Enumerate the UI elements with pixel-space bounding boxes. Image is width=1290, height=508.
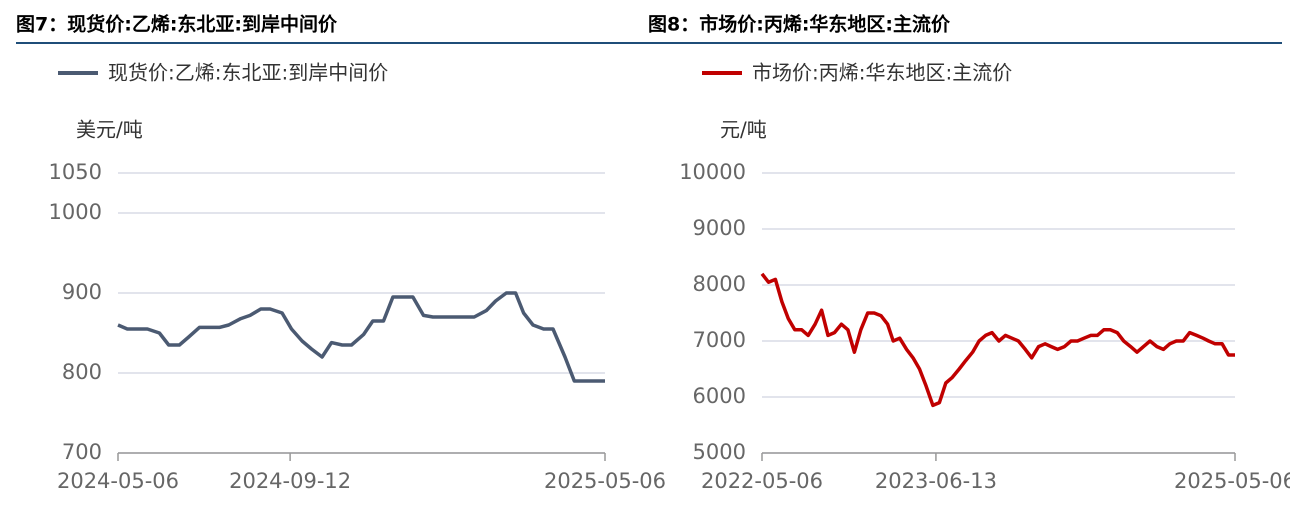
- x-tick-label: 2025-05-06: [1174, 469, 1290, 493]
- y-tick-label: 800: [62, 360, 102, 384]
- y-axis-label: 美元/吨: [76, 118, 143, 142]
- x-tick-label: 2022-05-06: [701, 469, 823, 493]
- x-tick-label: 2023-06-13: [875, 469, 997, 493]
- y-tick-label: 900: [62, 280, 102, 304]
- y-tick-label: 9000: [693, 216, 746, 240]
- y-tick-label: 5000: [693, 440, 746, 464]
- y-tick-label: 700: [62, 440, 102, 464]
- y-tick-label: 8000: [693, 272, 746, 296]
- data-line: [760, 272, 1235, 408]
- y-tick-label: 7000: [693, 328, 746, 352]
- x-tick-label: 2024-05-06: [57, 469, 179, 493]
- legend-label: 市场价:丙烯:华东地区:主流价: [752, 61, 1012, 85]
- chart-title: 图8：市场价:丙烯:华东地区:主流价: [648, 13, 951, 36]
- x-tick-label: 2024-09-12: [229, 469, 351, 493]
- y-tick-label: 1000: [49, 200, 102, 224]
- chart-title: 图7：现货价:乙烯:东北亚:到岸中间价: [16, 13, 338, 36]
- data-line: [117, 291, 605, 383]
- y-axis-label: 元/吨: [720, 118, 767, 142]
- legend-label: 现货价:乙烯:东北亚:到岸中间价: [108, 61, 388, 85]
- y-tick-label: 6000: [693, 384, 746, 408]
- y-tick-label: 1050: [49, 160, 102, 184]
- x-tick-label: 2025-05-06: [544, 469, 666, 493]
- y-tick-label: 10000: [679, 160, 746, 184]
